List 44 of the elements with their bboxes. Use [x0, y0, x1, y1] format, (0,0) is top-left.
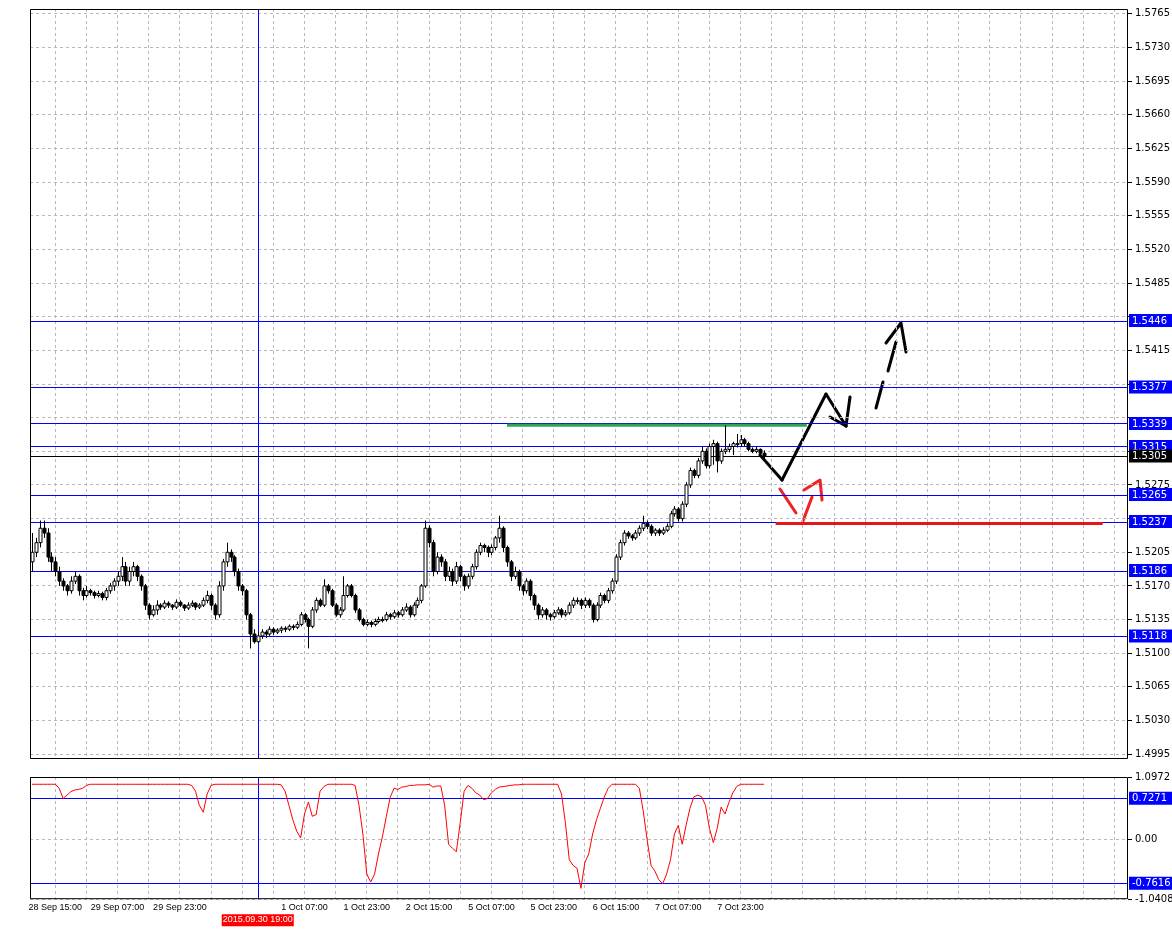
x-tick-label: 29 Sep 07:00	[90, 902, 145, 913]
y-tick-label: 1.5065	[1135, 680, 1170, 692]
x-tick-label: 2015.09.30 19:00	[222, 914, 293, 925]
y-tick-label: 1.5205	[1135, 545, 1170, 557]
y-tick-label: 1.5730	[1135, 41, 1170, 53]
y-tick-label: 1.5590	[1135, 175, 1170, 187]
ref-line-label: 1.5446	[1132, 314, 1167, 326]
x-tick-label: 7 Oct 07:00	[655, 902, 702, 913]
y-tick-label: -1.0408	[1135, 892, 1172, 904]
x-tick-label: 6 Oct 15:00	[592, 902, 640, 913]
y-tick-label: 1.5625	[1135, 142, 1170, 154]
x-tick-label: 29 Sep 23:00	[153, 902, 207, 913]
y-tick-label: 1.5485	[1135, 276, 1170, 288]
y-tick-label: 1.5100	[1135, 646, 1170, 658]
ref-line-label: 1.5315	[1132, 440, 1167, 452]
y-tick-label: 1.5415	[1135, 343, 1170, 355]
y-tick-label: 1.0972	[1135, 770, 1170, 782]
y-tick-label: 1.5765	[1135, 7, 1170, 19]
x-tick-label: 5 Oct 23:00	[530, 902, 577, 913]
x-tick-label: 7 Oct 23:00	[717, 902, 764, 913]
ref-line-label: 1.5265	[1132, 488, 1167, 500]
ref-line-label: 1.5377	[1132, 380, 1167, 392]
ref-line-label: 1.5305	[1132, 450, 1167, 462]
ref-line-label: 0.7271	[1132, 792, 1167, 804]
y-tick-label: 1.5695	[1135, 74, 1170, 86]
y-tick-label: 1.5520	[1135, 242, 1170, 254]
x-tick-label: 5 Oct 07:00	[468, 902, 515, 913]
y-tick-label: 0.00	[1135, 833, 1158, 845]
x-tick-label: 28 Sep 15:00	[28, 902, 83, 913]
ref-line-label: 1.5118	[1132, 630, 1167, 642]
y-tick-label: 1.5135	[1135, 613, 1170, 625]
ref-line-label: 1.5237	[1132, 515, 1167, 527]
ref-line-label: 1.5186	[1132, 564, 1167, 576]
y-tick-label: 1.5275	[1135, 478, 1170, 490]
x-tick-label: 1 Oct 23:00	[343, 902, 391, 913]
y-tick-label: 1.5660	[1135, 108, 1170, 120]
y-tick-label: 1.5555	[1135, 209, 1170, 221]
ref-line-label: 1.5339	[1132, 417, 1167, 429]
y-tick-label: 1.5030	[1135, 714, 1170, 726]
x-tick-label: 1 Oct 07:00	[281, 902, 328, 913]
y-tick-label: 1.4995	[1135, 747, 1170, 759]
y-tick-label: 1.5170	[1135, 579, 1170, 591]
ref-line-label: -0.7616	[1132, 877, 1171, 889]
x-tick-label: 2 Oct 15:00	[405, 902, 453, 913]
